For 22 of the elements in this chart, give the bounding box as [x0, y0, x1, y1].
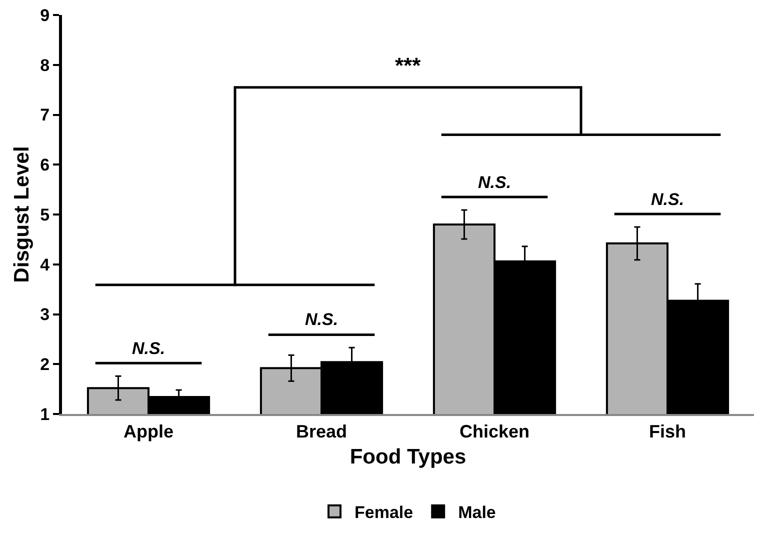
legend-label: Male — [458, 502, 496, 522]
legend-label: Female — [354, 502, 414, 522]
y-tick-label: 1 — [40, 404, 50, 424]
y-tick-label: 9 — [40, 6, 50, 25]
y-tick-label: 3 — [40, 305, 50, 324]
x-axis-title: Food Types — [350, 445, 466, 468]
annotation: N.S. — [305, 310, 338, 329]
annotation: N.S. — [478, 173, 512, 192]
x-tick-label: Bread — [296, 422, 348, 442]
y-tick-label: 4 — [40, 255, 50, 274]
x-tick-label: Apple — [123, 422, 174, 442]
y-tick-label: 6 — [40, 156, 50, 175]
y-tick-label: 2 — [40, 355, 50, 374]
x-tick-label: Fish — [648, 422, 686, 442]
y-axis-title: Disgust Level — [10, 146, 34, 283]
annotation: N.S. — [132, 339, 166, 358]
y-tick-label: 8 — [40, 56, 50, 75]
x-tick-label: Chicken — [459, 422, 530, 442]
annotation: *** — [395, 53, 422, 78]
y-tick-label: 5 — [40, 205, 50, 224]
y-tick-label: 7 — [40, 106, 50, 125]
annotation: N.S. — [651, 190, 684, 209]
